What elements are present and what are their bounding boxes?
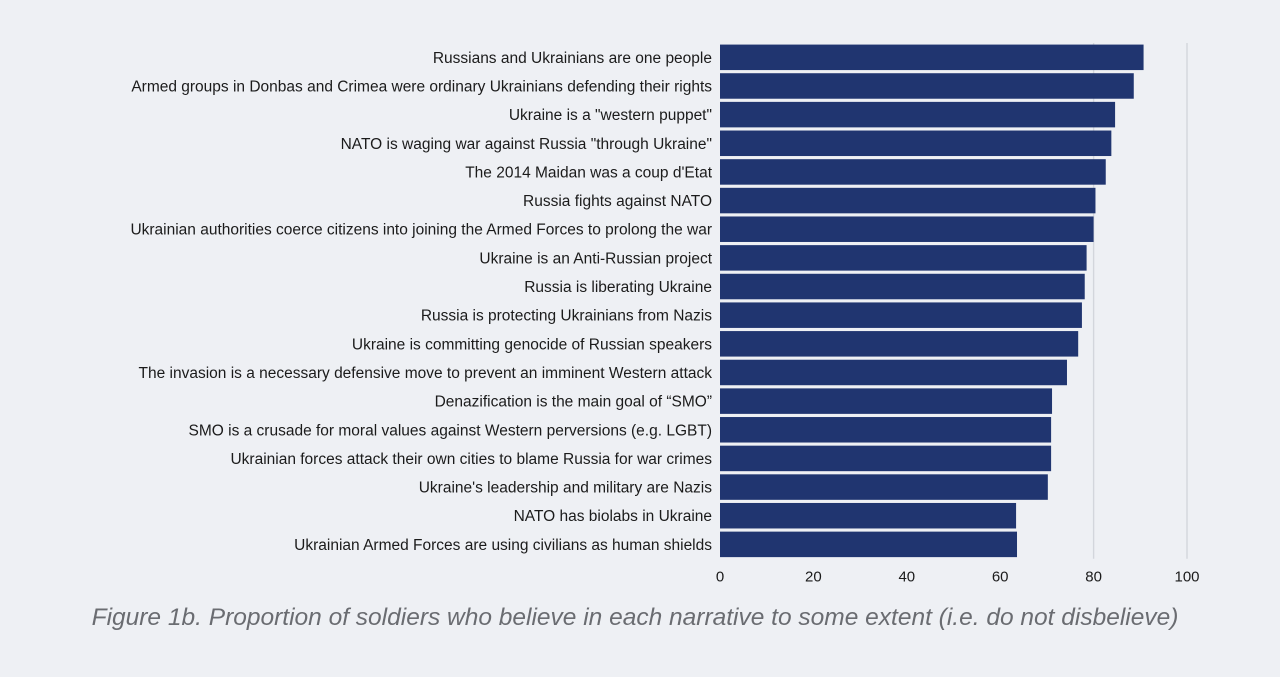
x-axis-ticks: 0 20 40 60 80 100 bbox=[716, 569, 1200, 586]
category-label: Russia is protecting Ukrainians from Naz… bbox=[421, 308, 712, 325]
bars bbox=[720, 44, 1144, 558]
x-tick-label: 80 bbox=[1085, 569, 1102, 586]
bar-13 bbox=[720, 417, 1052, 443]
bar-1 bbox=[720, 73, 1134, 99]
category-label: Ukraine is a "western puppet" bbox=[509, 107, 712, 124]
x-tick-label: 40 bbox=[898, 569, 915, 586]
x-tick-label: 0 bbox=[716, 569, 724, 586]
category-label: Russia is liberating Ukraine bbox=[524, 279, 712, 296]
x-tick-label: 100 bbox=[1174, 569, 1199, 586]
category-label: Ukrainian authorities coerce citizens in… bbox=[130, 222, 712, 239]
category-labels: Russians and Ukrainians are one people Ar… bbox=[130, 50, 712, 554]
category-label: SMO is a crusade for moral values agains… bbox=[189, 422, 712, 439]
bar-14 bbox=[720, 445, 1052, 472]
bar-17 bbox=[720, 531, 1018, 558]
x-tick-label: 20 bbox=[805, 569, 822, 586]
category-label: Russia fights against NATO bbox=[523, 193, 712, 210]
category-label: Ukraine's leadership and military are Na… bbox=[419, 480, 713, 497]
category-label: The 2014 Maidan was a coup d'Etat bbox=[465, 164, 713, 181]
category-label: Ukrainian Armed Forces are using civilia… bbox=[294, 537, 712, 554]
bar-3 bbox=[720, 130, 1112, 157]
bar-7 bbox=[720, 245, 1087, 271]
category-label: The invasion is a necessary defensive mo… bbox=[139, 365, 713, 382]
category-label: Armed groups in Donbas and Crimea were o… bbox=[131, 78, 712, 95]
category-label: Ukrainian forces attack their own cities… bbox=[230, 451, 712, 468]
bar-8 bbox=[720, 273, 1085, 300]
bar-2 bbox=[720, 101, 1116, 128]
bar-chart-svg: Russians and Ukrainians are one people Ar… bbox=[130, 43, 1200, 586]
bar-5 bbox=[720, 187, 1096, 214]
chart: Russians and Ukrainians are one people Ar… bbox=[130, 43, 1200, 586]
x-tick-label: 60 bbox=[992, 569, 1009, 586]
bar-10 bbox=[720, 331, 1079, 357]
category-label: Russians and Ukrainians are one people bbox=[433, 50, 712, 67]
bar-12 bbox=[720, 388, 1053, 414]
category-label: Ukraine is an Anti-Russian project bbox=[479, 250, 712, 267]
bar-11 bbox=[720, 359, 1067, 386]
bar-16 bbox=[720, 502, 1017, 529]
bar-15 bbox=[720, 474, 1048, 500]
figure-caption: Figure 1b. Proportion of soldiers who be… bbox=[91, 604, 1179, 631]
bar-4 bbox=[720, 159, 1106, 185]
category-label: Ukraine is committing genocide of Russia… bbox=[352, 336, 712, 353]
bar-6 bbox=[720, 216, 1094, 242]
category-label: NATO is waging war against Russia "throu… bbox=[341, 136, 712, 153]
bar-0 bbox=[720, 44, 1144, 71]
category-label: NATO has biolabs in Ukraine bbox=[514, 508, 712, 525]
category-label: Denazification is the main goal of “SMO” bbox=[435, 394, 712, 411]
gridlines bbox=[1092, 43, 1188, 559]
bar-9 bbox=[720, 302, 1082, 328]
